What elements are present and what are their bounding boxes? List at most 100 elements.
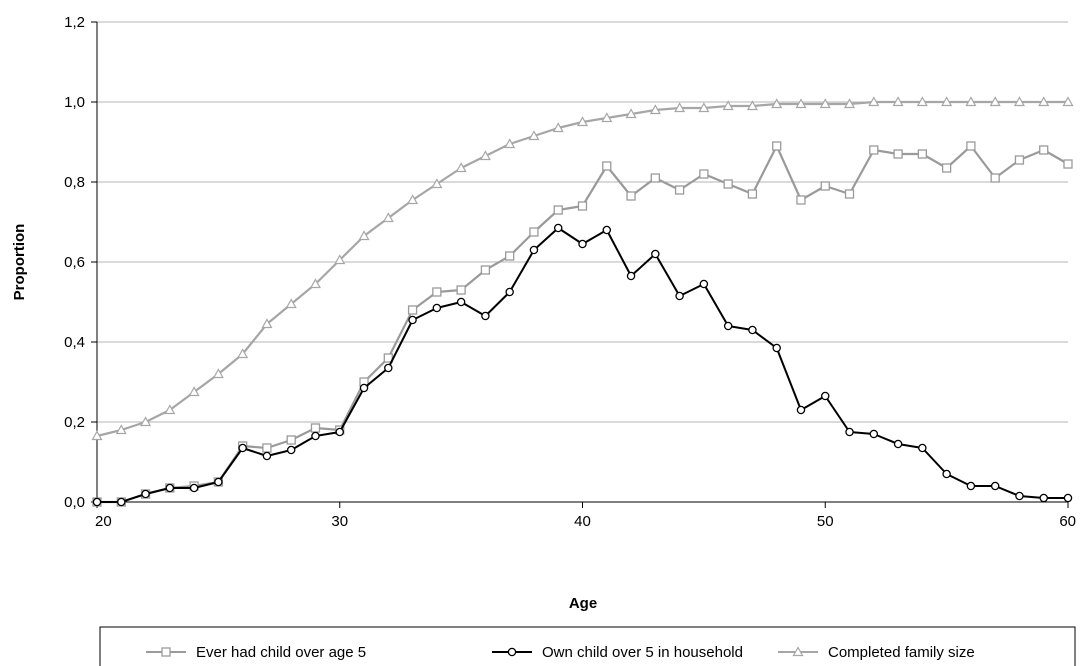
x-tick-label: 40 (574, 513, 591, 530)
data-point (819, 98, 831, 109)
data-point (674, 102, 686, 113)
data-point (748, 325, 757, 335)
data-point (285, 298, 297, 309)
legend-swatch-marker (507, 647, 517, 657)
series-line (97, 227, 1068, 503)
data-point (698, 102, 710, 113)
data-point (552, 122, 564, 133)
data-point (1039, 493, 1048, 503)
data-point (262, 443, 272, 453)
data-point (529, 245, 539, 255)
legend-label: Completed family size (828, 644, 975, 661)
data-point (92, 497, 102, 507)
y-tick-labels: 0,0 0,2 0,4 0,6 0,8 1,0 1,2 (64, 14, 85, 511)
data-point (1063, 159, 1073, 169)
axes (91, 21, 1069, 508)
data-point (893, 439, 903, 449)
legend-item: Ever had child over age 5 (146, 644, 366, 661)
data-point (723, 179, 733, 189)
data-point (626, 271, 636, 281)
data-point (843, 98, 856, 109)
legend-swatch-marker (792, 646, 804, 657)
data-point (455, 162, 467, 173)
data-point (796, 405, 806, 415)
data-point (965, 96, 977, 107)
data-point (479, 150, 491, 161)
x-axis-title: Age (569, 595, 597, 612)
data-point (1015, 491, 1024, 501)
data-point (262, 451, 272, 461)
data-point (966, 141, 976, 151)
data-point (384, 363, 393, 373)
data-point (309, 278, 322, 289)
data-point (286, 435, 296, 445)
data-point (310, 423, 321, 433)
data-point (844, 189, 855, 199)
data-point (505, 287, 514, 297)
x-tick-labels: 20 30 40 50 60 (95, 513, 1076, 530)
data-point (1039, 145, 1049, 155)
data-point (407, 194, 419, 205)
data-point (1062, 96, 1074, 107)
data-point (966, 481, 976, 491)
data-point (335, 427, 344, 437)
data-point (602, 161, 612, 171)
data-point (456, 285, 466, 295)
data-point (650, 173, 660, 183)
series-group (91, 96, 1074, 507)
data-point (189, 483, 199, 493)
data-point (918, 443, 927, 453)
y-tick-label: 0,6 (64, 254, 85, 271)
data-point (699, 279, 709, 289)
data-point (869, 145, 879, 155)
data-point (990, 173, 1000, 183)
data-point (481, 311, 490, 321)
data-point (917, 149, 927, 159)
data-point (237, 348, 249, 359)
data-point (796, 195, 806, 205)
data-point (942, 469, 951, 479)
data-point (771, 98, 783, 109)
data-point (117, 497, 126, 507)
data-point (746, 100, 758, 111)
data-point (214, 477, 223, 487)
data-point (845, 427, 854, 437)
data-point (480, 265, 491, 275)
legend-swatch-marker (161, 647, 171, 657)
data-point (431, 178, 443, 189)
data-point (382, 212, 394, 223)
data-point (553, 223, 563, 233)
gridlines (97, 21, 1068, 423)
data-point (432, 303, 442, 313)
y-axis-title: Proportion (11, 224, 28, 301)
data-point (528, 130, 540, 141)
data-point (941, 163, 952, 173)
data-point (1013, 96, 1025, 107)
data-point (1063, 493, 1073, 503)
data-point (723, 321, 733, 331)
data-point (625, 108, 637, 119)
data-point (553, 205, 563, 215)
data-point (359, 383, 369, 393)
data-point (675, 291, 684, 301)
data-point (358, 230, 370, 241)
data-point (941, 96, 953, 107)
data-point (212, 368, 224, 379)
data-point (334, 254, 346, 265)
data-point (772, 141, 782, 151)
data-point (722, 100, 734, 111)
data-point (407, 305, 418, 315)
data-point (916, 96, 928, 107)
data-point (649, 104, 661, 115)
data-point (238, 443, 247, 453)
series-circle (92, 223, 1073, 507)
series-square (92, 141, 1073, 507)
data-point (795, 98, 807, 109)
data-point (674, 185, 685, 195)
data-point (1014, 155, 1025, 165)
data-point (747, 189, 758, 199)
data-point (141, 489, 150, 499)
data-point (576, 116, 589, 127)
x-tick-label: 60 (1059, 513, 1076, 530)
